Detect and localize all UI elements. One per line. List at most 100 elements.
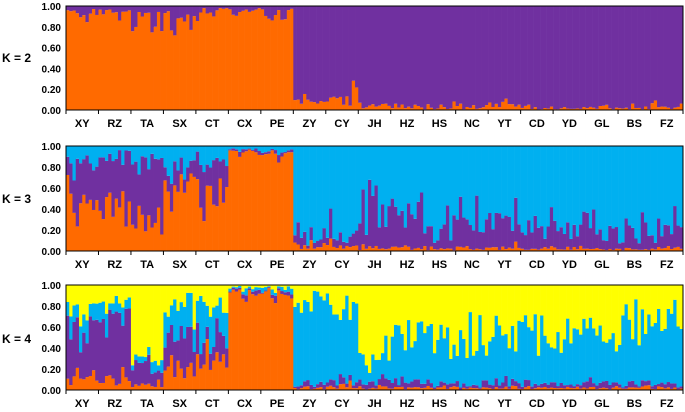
bar-segment <box>176 170 180 192</box>
bar-segment <box>312 290 317 387</box>
bar-segment <box>621 6 625 109</box>
bar-segment <box>494 285 499 316</box>
bar-segment <box>575 6 580 109</box>
bar-segment <box>377 359 382 380</box>
bar-segment <box>143 361 148 385</box>
bar-segment <box>556 6 560 110</box>
bar-segment <box>290 149 294 153</box>
bar-segment <box>426 104 431 110</box>
bar-segment <box>173 299 177 342</box>
bar-segment <box>238 146 242 152</box>
panel-k4-bars <box>66 285 684 390</box>
bar-segment <box>75 285 80 305</box>
bar-segment <box>670 6 674 110</box>
bar-segment <box>95 200 99 251</box>
bar-segment <box>543 386 547 390</box>
bar-segment <box>91 9 96 111</box>
bar-segment <box>471 230 476 250</box>
bar-segment <box>221 312 226 336</box>
bar-segment <box>631 339 635 381</box>
bar-segment <box>338 245 343 251</box>
bar-segment <box>75 367 80 390</box>
bar-segment <box>426 6 431 105</box>
bar-segment <box>166 332 171 367</box>
bar-segment <box>251 146 255 150</box>
bar-segment <box>192 16 197 111</box>
bar-segment <box>316 146 320 242</box>
bar-segment <box>514 381 518 387</box>
bar-segment <box>676 246 681 251</box>
bar-segment <box>501 246 505 251</box>
bar-segment <box>208 285 213 317</box>
bar-segment <box>121 164 125 192</box>
y-tick-label: 0.40 <box>42 64 62 75</box>
bar-segment <box>140 383 145 390</box>
bar-segment <box>653 100 658 110</box>
bar-segment <box>127 381 132 390</box>
bar-segment <box>124 299 128 309</box>
bar-segment <box>507 348 512 387</box>
bar-segment <box>241 6 245 11</box>
bar-segment <box>322 146 327 229</box>
bar-segment <box>397 215 401 248</box>
bar-segment <box>585 146 590 213</box>
bar-segment <box>585 212 590 249</box>
bar-segment <box>572 285 577 329</box>
bar-segment <box>221 8 226 110</box>
bar-segment <box>273 146 278 151</box>
bar-segment <box>614 386 619 390</box>
bar-segment <box>374 106 379 110</box>
bar-segment <box>455 355 460 382</box>
bar-segment <box>72 10 77 111</box>
x-tick-label: HZ <box>400 398 415 410</box>
bar-segment <box>130 285 135 366</box>
bar-segment <box>527 220 531 250</box>
bar-segment <box>582 285 586 319</box>
bar-segment <box>647 380 651 386</box>
bar-segment <box>215 318 219 353</box>
bar-segment <box>361 354 366 385</box>
bar-segment <box>631 146 635 228</box>
bar-segment <box>462 6 466 110</box>
bar-segment <box>598 325 603 383</box>
bar-segment <box>296 244 301 251</box>
bar-segment <box>556 231 560 250</box>
bar-segment <box>251 294 255 390</box>
bar-segment <box>566 6 570 109</box>
bar-segment <box>117 146 122 151</box>
bar-segment <box>471 285 476 356</box>
bar-segment <box>657 384 661 387</box>
bar-segment <box>546 343 551 385</box>
bar-segment <box>111 216 116 251</box>
bar-segment <box>462 338 466 384</box>
bar-segment <box>199 295 203 355</box>
bar-segment <box>231 146 236 149</box>
bar-segment <box>637 107 642 110</box>
bar-segment <box>127 308 132 382</box>
bar-segment <box>195 285 200 301</box>
bar-segment <box>413 6 418 105</box>
bar-segment <box>355 230 359 246</box>
bar-segment <box>221 146 226 160</box>
bar-segment <box>595 335 599 386</box>
bar-segment <box>598 249 603 251</box>
bar-segment <box>348 105 353 110</box>
bar-segment <box>273 303 278 390</box>
bar-segment <box>546 6 551 109</box>
bar-segment <box>264 154 268 251</box>
bar-segment <box>111 303 116 314</box>
bar-segment <box>218 8 223 111</box>
bar-segment <box>530 232 534 249</box>
bar-segment <box>527 249 531 251</box>
x-tick-label: GL <box>594 398 610 410</box>
bar-segment <box>631 387 635 390</box>
bar-segment <box>380 353 385 375</box>
bar-segment <box>582 387 586 390</box>
bar-segment <box>267 153 271 251</box>
bar-segment <box>127 150 132 202</box>
bar-segment <box>484 387 489 390</box>
bar-segment <box>95 14 99 110</box>
bar-segment <box>377 227 382 249</box>
bar-segment <box>215 285 219 306</box>
bar-segment <box>653 384 658 390</box>
